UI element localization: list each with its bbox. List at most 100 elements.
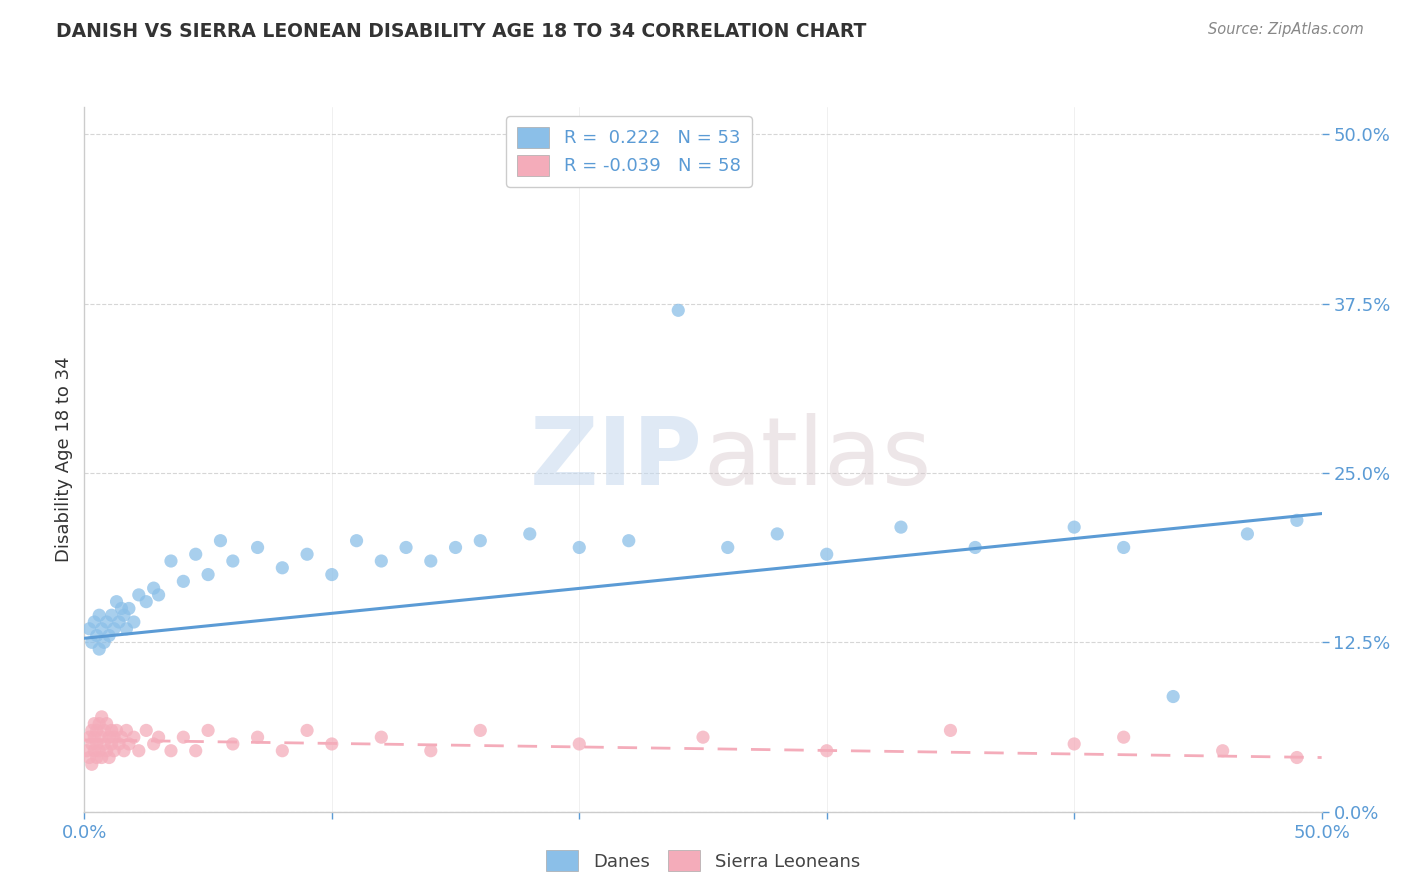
Point — [568, 737, 591, 751]
Point — [105, 723, 128, 738]
Point — [108, 737, 131, 751]
Point — [470, 533, 492, 548]
Point — [172, 730, 194, 744]
Point — [83, 615, 105, 629]
Point — [295, 547, 318, 561]
Point — [172, 574, 194, 589]
Point — [1161, 690, 1184, 704]
Point — [79, 750, 101, 764]
Point — [86, 723, 108, 738]
Point — [89, 608, 111, 623]
Point — [100, 723, 122, 738]
Point — [86, 750, 108, 764]
Point — [321, 737, 343, 751]
Point — [76, 744, 98, 758]
Y-axis label: Disability Age 18 to 34: Disability Age 18 to 34 — [55, 357, 73, 562]
Point — [1063, 737, 1085, 751]
Point — [197, 567, 219, 582]
Point — [890, 520, 912, 534]
Point — [98, 750, 121, 764]
Point — [939, 723, 962, 738]
Point — [395, 541, 418, 555]
Point — [717, 541, 740, 555]
Point — [370, 554, 392, 568]
Point — [100, 608, 122, 623]
Point — [815, 547, 838, 561]
Point — [89, 642, 111, 657]
Point — [1112, 730, 1135, 744]
Point — [470, 723, 492, 738]
Text: DANISH VS SIERRA LEONEAN DISABILITY AGE 18 TO 34 CORRELATION CHART: DANISH VS SIERRA LEONEAN DISABILITY AGE … — [56, 22, 866, 41]
Point — [108, 615, 131, 629]
Point — [112, 744, 135, 758]
Point — [271, 744, 294, 758]
Point — [90, 622, 112, 636]
Point — [666, 303, 689, 318]
Point — [79, 622, 101, 636]
Point — [965, 541, 987, 555]
Point — [160, 744, 183, 758]
Point — [79, 730, 101, 744]
Point — [89, 716, 111, 731]
Point — [96, 744, 118, 758]
Point — [98, 628, 121, 642]
Point — [148, 588, 170, 602]
Point — [80, 737, 103, 751]
Point — [135, 723, 157, 738]
Point — [90, 750, 112, 764]
Text: ZIP: ZIP — [530, 413, 703, 506]
Point — [86, 737, 108, 751]
Point — [96, 716, 118, 731]
Point — [1285, 750, 1308, 764]
Point — [83, 716, 105, 731]
Point — [142, 581, 165, 595]
Point — [118, 737, 141, 751]
Point — [271, 561, 294, 575]
Point — [115, 723, 138, 738]
Text: Source: ZipAtlas.com: Source: ZipAtlas.com — [1208, 22, 1364, 37]
Point — [209, 533, 232, 548]
Point — [89, 744, 111, 758]
Point — [1212, 744, 1234, 758]
Point — [321, 567, 343, 582]
Point — [105, 595, 128, 609]
Point — [93, 635, 115, 649]
Point — [184, 547, 207, 561]
Point — [222, 737, 245, 751]
Point — [83, 744, 105, 758]
Point — [246, 730, 269, 744]
Point — [346, 533, 368, 548]
Point — [766, 527, 789, 541]
Point — [148, 730, 170, 744]
Point — [80, 635, 103, 649]
Point — [184, 744, 207, 758]
Point — [370, 730, 392, 744]
Point — [617, 533, 640, 548]
Point — [110, 601, 132, 615]
Point — [90, 730, 112, 744]
Point — [96, 615, 118, 629]
Point — [112, 608, 135, 623]
Legend: Danes, Sierra Leoneans: Danes, Sierra Leoneans — [538, 843, 868, 879]
Point — [160, 554, 183, 568]
Point — [103, 622, 125, 636]
Point — [128, 588, 150, 602]
Point — [222, 554, 245, 568]
Point — [1236, 527, 1258, 541]
Point — [519, 527, 541, 541]
Point — [1285, 513, 1308, 527]
Point — [135, 595, 157, 609]
Point — [103, 744, 125, 758]
Point — [93, 723, 115, 738]
Point — [80, 757, 103, 772]
Point — [419, 744, 441, 758]
Point — [815, 744, 838, 758]
Point — [115, 622, 138, 636]
Point — [444, 541, 467, 555]
Point — [1063, 520, 1085, 534]
Point — [419, 554, 441, 568]
Point — [1112, 541, 1135, 555]
Point — [142, 737, 165, 751]
Point — [93, 737, 115, 751]
Point — [128, 744, 150, 758]
